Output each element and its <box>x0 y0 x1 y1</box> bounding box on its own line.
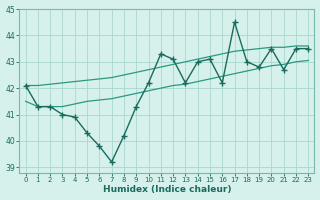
X-axis label: Humidex (Indice chaleur): Humidex (Indice chaleur) <box>103 185 231 194</box>
